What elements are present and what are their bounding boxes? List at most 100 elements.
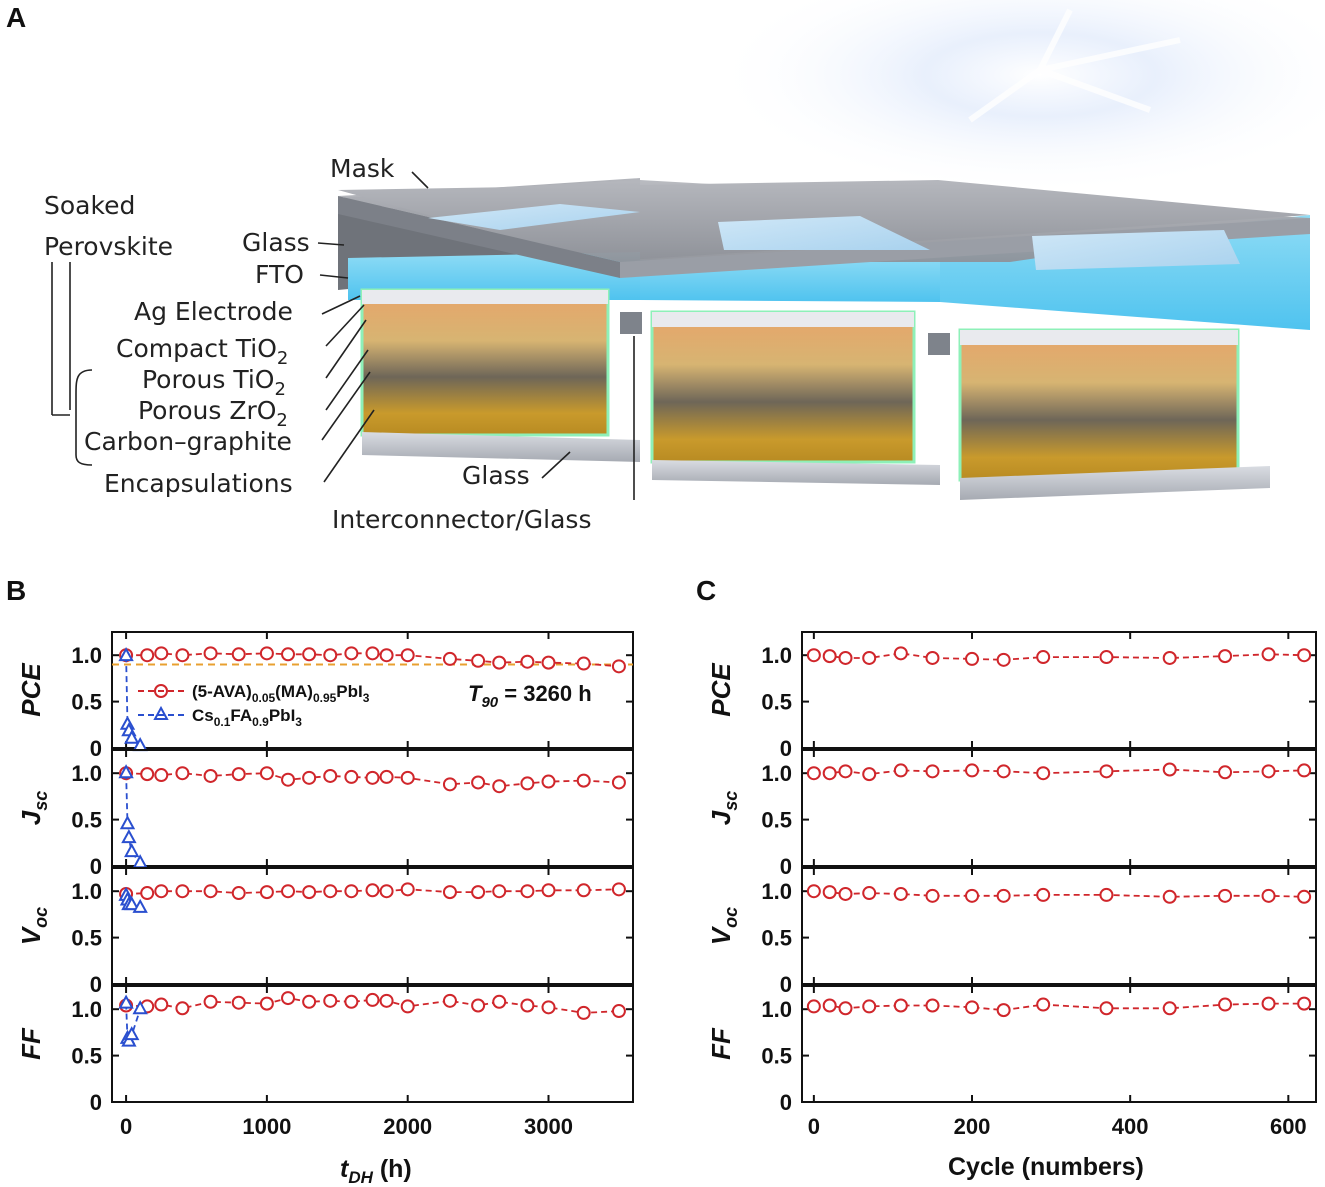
data-point [259,766,274,781]
x-tick-label: 600 [1270,1114,1307,1139]
data-point [1162,1001,1177,1016]
data-point [1162,889,1177,904]
data-point [1036,997,1051,1012]
data-point [302,994,317,1009]
data-point [1099,1001,1114,1016]
legend-b-s1-p0: (5-AVA) [192,682,252,701]
mask-plate [338,180,1310,278]
data-point [1261,996,1276,1011]
plot-frame [111,867,634,985]
data-point [118,994,134,1009]
light-glow [710,0,1325,195]
data-point [231,886,246,901]
device-illustration: Mask Soaked Perovskite Glass FTO Ag Elec… [44,0,1325,534]
data-point [1036,650,1051,665]
data-point [925,998,940,1013]
data-point [862,999,877,1014]
data-point [281,884,296,899]
y-tick-label: 0 [90,854,102,879]
data-point [175,884,190,899]
y-tick-label: 0 [90,1090,102,1115]
data-point [1218,997,1233,1012]
label-glass-top: Glass [242,228,310,257]
data-point [806,766,821,781]
annot-t: T [468,681,483,706]
y-axis-label-main: J [16,810,46,825]
y-axis-label-sub: sc [721,791,741,811]
data-point [492,994,507,1009]
legend-b-s1-p4: PbI [336,682,362,701]
data-point [154,997,169,1012]
data-point [862,767,877,782]
y-axis-label-main: PCE [16,663,46,717]
data-point [124,896,140,911]
data-point [175,766,190,781]
y-axis-label-main: V [16,925,46,945]
data-point [118,764,134,779]
data-point [893,646,908,661]
data-point [862,886,877,901]
y-tick-label: 1.0 [761,879,792,904]
plot-frame [801,985,1317,1103]
x-tick-label: 0 [808,1114,820,1139]
y-tick-label: 0 [780,1090,792,1115]
y-tick-label: 0.5 [71,690,102,715]
data-point [231,767,246,782]
data-point [302,647,317,662]
data-point [259,885,274,900]
data-point [838,886,853,901]
x-tick-label: 3000 [524,1114,573,1139]
y-axis-label-main: V [706,925,736,945]
legend-b-s2-p4: PbI [269,706,295,725]
data-point [893,886,908,901]
x-tick-label: 2000 [383,1114,432,1139]
label-porous-tio2: Porous TiO [142,365,274,394]
y-tick-label: 0 [90,972,102,997]
label-interconnector: Interconnector/Glass [332,505,591,534]
y-tick-label: 1.0 [761,761,792,786]
svg-text:Compact TiO2: Compact TiO2 [116,334,288,369]
data-point [996,1003,1011,1018]
data-point [1297,996,1312,1011]
data-point [121,829,137,844]
y-axis-label: PCE [706,663,736,717]
data-point [965,1000,980,1015]
data-point [442,993,457,1008]
y-axis-label: FF [706,1027,736,1060]
svg-text:Cs0.1FA0.9PbI3: Cs0.1FA0.9PbI3 [192,706,302,729]
data-point [1218,888,1233,903]
legend-b-s1-p2: (MA) [275,682,313,701]
data-point [576,656,591,671]
data-point [806,999,821,1014]
data-point [118,647,134,662]
data-point [203,994,218,1009]
data-point [1261,888,1276,903]
data-point [175,648,190,663]
svg-text:(5-AVA)0.05(MA)0.95PbI3: (5-AVA)0.05(MA)0.95PbI3 [192,682,370,705]
x-tick-label: 1000 [242,1114,291,1139]
data-point [925,764,940,779]
interconnector-2 [928,333,950,355]
data-point [838,1001,853,1016]
legend-b-s1-p1: 0.05 [252,691,276,705]
legend-b-s2-p5: 3 [295,715,302,729]
y-tick-label: 1.0 [761,997,792,1022]
y-axis-label-sub: sc [31,791,51,811]
data-point [541,774,556,789]
data-point [1218,765,1233,780]
data-point [400,648,415,663]
y-tick-label: 0.5 [71,926,102,951]
data-point [1261,764,1276,779]
data-point [822,649,837,664]
y-tick-label: 0.5 [761,926,792,951]
data-point [925,650,940,665]
data-point [838,764,853,779]
data-point [281,991,296,1006]
data-point [996,888,1011,903]
data-point [1036,766,1051,781]
data-point [520,654,535,669]
data-point [203,884,218,899]
svg-text:Porous ZrO2: Porous ZrO2 [138,396,288,431]
label-carbon-graphite: Carbon–graphite [84,427,292,456]
data-point [996,764,1011,779]
